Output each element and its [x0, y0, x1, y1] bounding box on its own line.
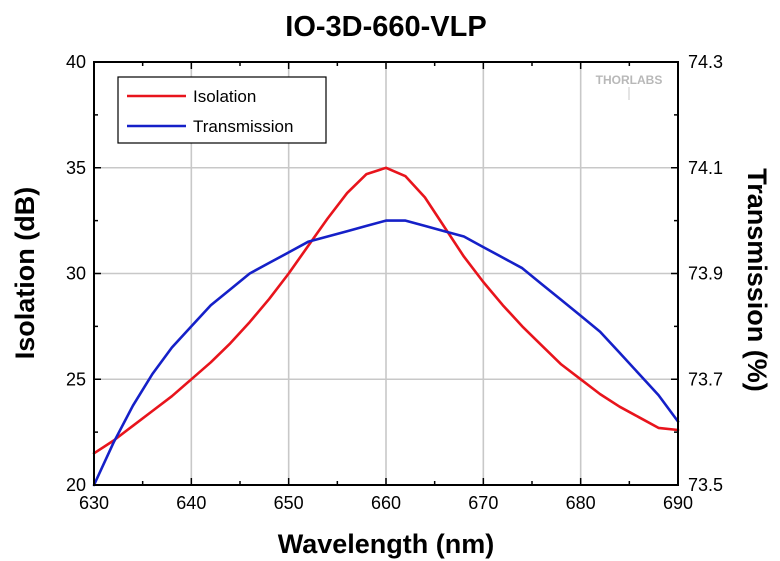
brand-watermark: THORLABS: [596, 73, 663, 100]
tick-marks: [93, 61, 679, 486]
x-tick-label: 680: [566, 493, 596, 513]
y-tick-label: 30: [66, 264, 86, 284]
series-line-transmission: [92, 219, 680, 487]
y-tick-label: 40: [66, 52, 86, 72]
y-tick-label: 35: [66, 158, 86, 178]
y2-tick-label: 74.3: [688, 52, 723, 72]
y2-tick-label: 73.7: [688, 369, 723, 389]
series-layer: [92, 166, 680, 487]
brand-logo-text: THORLABS: [596, 73, 663, 87]
chart-title: IO-3D-660-VLP: [285, 11, 486, 43]
x-axis-title: Wavelength (nm): [278, 529, 495, 559]
y2-tick-label: 74.1: [688, 158, 723, 178]
x-tick-label: 630: [79, 493, 109, 513]
x-tick-label: 650: [274, 493, 304, 513]
legend-box: [117, 76, 327, 144]
y2-axis-title: Transmission (%): [742, 168, 772, 392]
x-tick-label: 690: [663, 493, 693, 513]
legend-label-isolation: Isolation: [193, 87, 256, 106]
y-tick-label: 25: [66, 369, 86, 389]
tick-labels: 630 640 650 660 670 680 690 20 25 30 35 40 73.5 73.7 7…: [66, 52, 723, 513]
x-tick-label: 670: [468, 493, 498, 513]
y-axis-title: Isolation (dB): [10, 187, 40, 359]
x-tick-label: 640: [176, 493, 206, 513]
y2-tick-label: 73.5: [688, 475, 723, 495]
legend-label-transmission: Transmission: [193, 117, 293, 136]
series-line-isolation: [92, 166, 680, 455]
y2-tick-label: 73.9: [688, 264, 723, 284]
legend: Isolation Transmission: [117, 76, 327, 144]
y-tick-label: 20: [66, 475, 86, 495]
x-tick-label: 660: [371, 493, 401, 513]
